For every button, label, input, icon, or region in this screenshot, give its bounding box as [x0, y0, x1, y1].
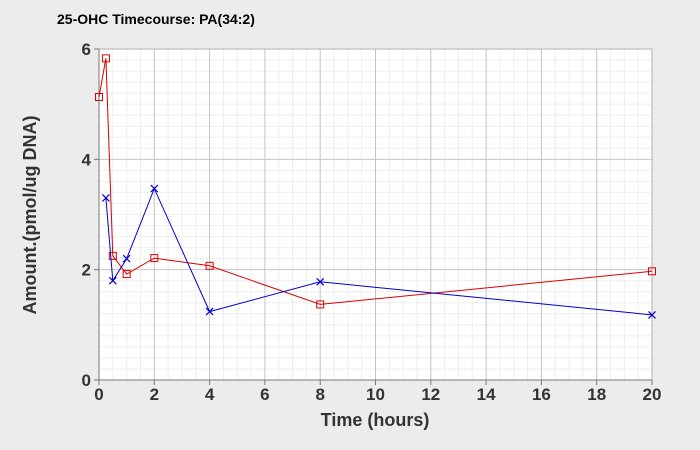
- series-line-1: [98, 58, 653, 305]
- grid-layer: [98, 48, 653, 381]
- x-tick-label: 4: [205, 385, 215, 404]
- y-tick-label: 0: [82, 371, 91, 390]
- y-tick-label: 6: [82, 40, 91, 59]
- x-tick-label: 14: [477, 385, 496, 404]
- x-tick-label: 18: [587, 385, 606, 404]
- data-point-x-stroke: [101, 194, 110, 202]
- x-tick-label: 2: [150, 385, 159, 404]
- data-point-square: [108, 251, 117, 260]
- y-axis-label: Amount.(pmol/ug DNA): [20, 116, 40, 315]
- x-tick-label: 20: [643, 385, 662, 404]
- data-point-x: [205, 307, 214, 316]
- series-layer: [95, 54, 656, 319]
- data-point-x: [101, 194, 110, 202]
- data-point-x-stroke: [316, 277, 325, 286]
- x-tick-label: 10: [366, 385, 385, 404]
- y-tick-label: 2: [82, 261, 91, 280]
- data-point-x-stroke: [108, 276, 117, 285]
- chart-title: 25-OHC Timecourse: PA(34:2): [57, 11, 255, 27]
- data-point-square: [101, 54, 110, 63]
- data-point-x-stroke: [205, 307, 214, 316]
- x-tick-label: 16: [532, 385, 551, 404]
- data-point-square: [95, 92, 103, 101]
- ticks-layer: 0 2 4 6 8 10 12 14 16 18 20 0 2 4 6: [82, 40, 662, 404]
- y-tick-label: 4: [82, 150, 92, 169]
- data-point-x-stroke: [122, 254, 131, 263]
- data-point-x: [648, 310, 656, 319]
- data-point-x: [150, 184, 159, 193]
- data-point-square: [648, 267, 656, 276]
- x-tick-label: 8: [315, 385, 324, 404]
- data-point-x: [316, 277, 325, 286]
- x-axis-label: Time (hours): [321, 410, 430, 430]
- data-point-x: [122, 254, 131, 263]
- data-point-x: [108, 276, 117, 285]
- x-tick-label: 0: [94, 385, 103, 404]
- data-point-square: [150, 254, 159, 263]
- x-tick-label: 12: [421, 385, 440, 404]
- data-point-x-stroke: [150, 184, 159, 193]
- data-point-square: [316, 300, 325, 309]
- data-point-square: [205, 261, 214, 270]
- x-tick-label: 6: [260, 385, 269, 404]
- data-point-x-stroke: [648, 310, 656, 319]
- data-point-square: [122, 270, 131, 279]
